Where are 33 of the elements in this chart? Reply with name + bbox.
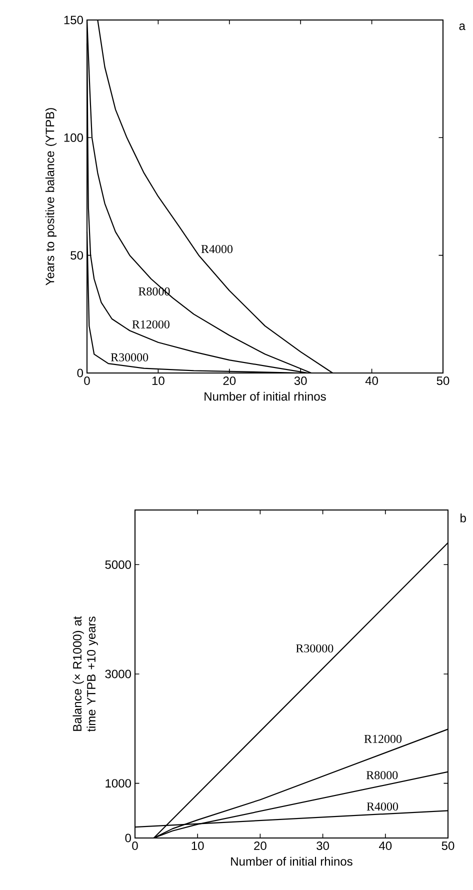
y-tick-label: 50 [70, 251, 83, 260]
x-tick-label: 0 [132, 842, 138, 850]
y-axis-title: Years to positive balance (YTPB) [45, 108, 57, 286]
x-tick-label: 50 [436, 376, 450, 386]
text: a [459, 24, 466, 30]
y-tick-label: 0 [125, 834, 131, 842]
x-tick-label: 30 [294, 376, 307, 386]
series-label: R30000 [110, 353, 148, 362]
series-label: R4000 [201, 245, 233, 254]
x-tick-label: 30 [316, 842, 329, 850]
y-axis-title: Balance (× R1000) at time YTPB +10 years [72, 616, 98, 732]
series-label: R30000 [296, 644, 334, 652]
y-tick-label: 1000 [106, 779, 131, 788]
x-axis-title: Number of initial rhinos [231, 856, 352, 866]
series-label: R8000 [366, 771, 398, 780]
x-tick-label: 40 [365, 376, 378, 386]
x-tick-label: 50 [442, 842, 454, 850]
y-tick-label: 100 [64, 133, 83, 142]
x-axis-title: Number of initial rhinos [204, 392, 326, 401]
series-label: R12000 [364, 734, 402, 743]
y-tick-label: 150 [64, 16, 83, 24]
x-tick-label: 20 [223, 376, 236, 386]
series-label: R12000 [132, 320, 170, 328]
y-tick-label: 3000 [105, 670, 131, 678]
text: b [460, 514, 466, 522]
x-tick-label: 40 [379, 842, 392, 850]
x-tick-label: 10 [152, 376, 164, 386]
x-tick-label: 10 [192, 842, 204, 850]
series-label: R4000 [366, 802, 398, 811]
y-tick-label: 5000 [105, 560, 131, 569]
x-tick-label: 20 [254, 842, 266, 850]
x-tick-label: 0 [84, 376, 90, 386]
y-tick-label: 0 [77, 368, 83, 378]
